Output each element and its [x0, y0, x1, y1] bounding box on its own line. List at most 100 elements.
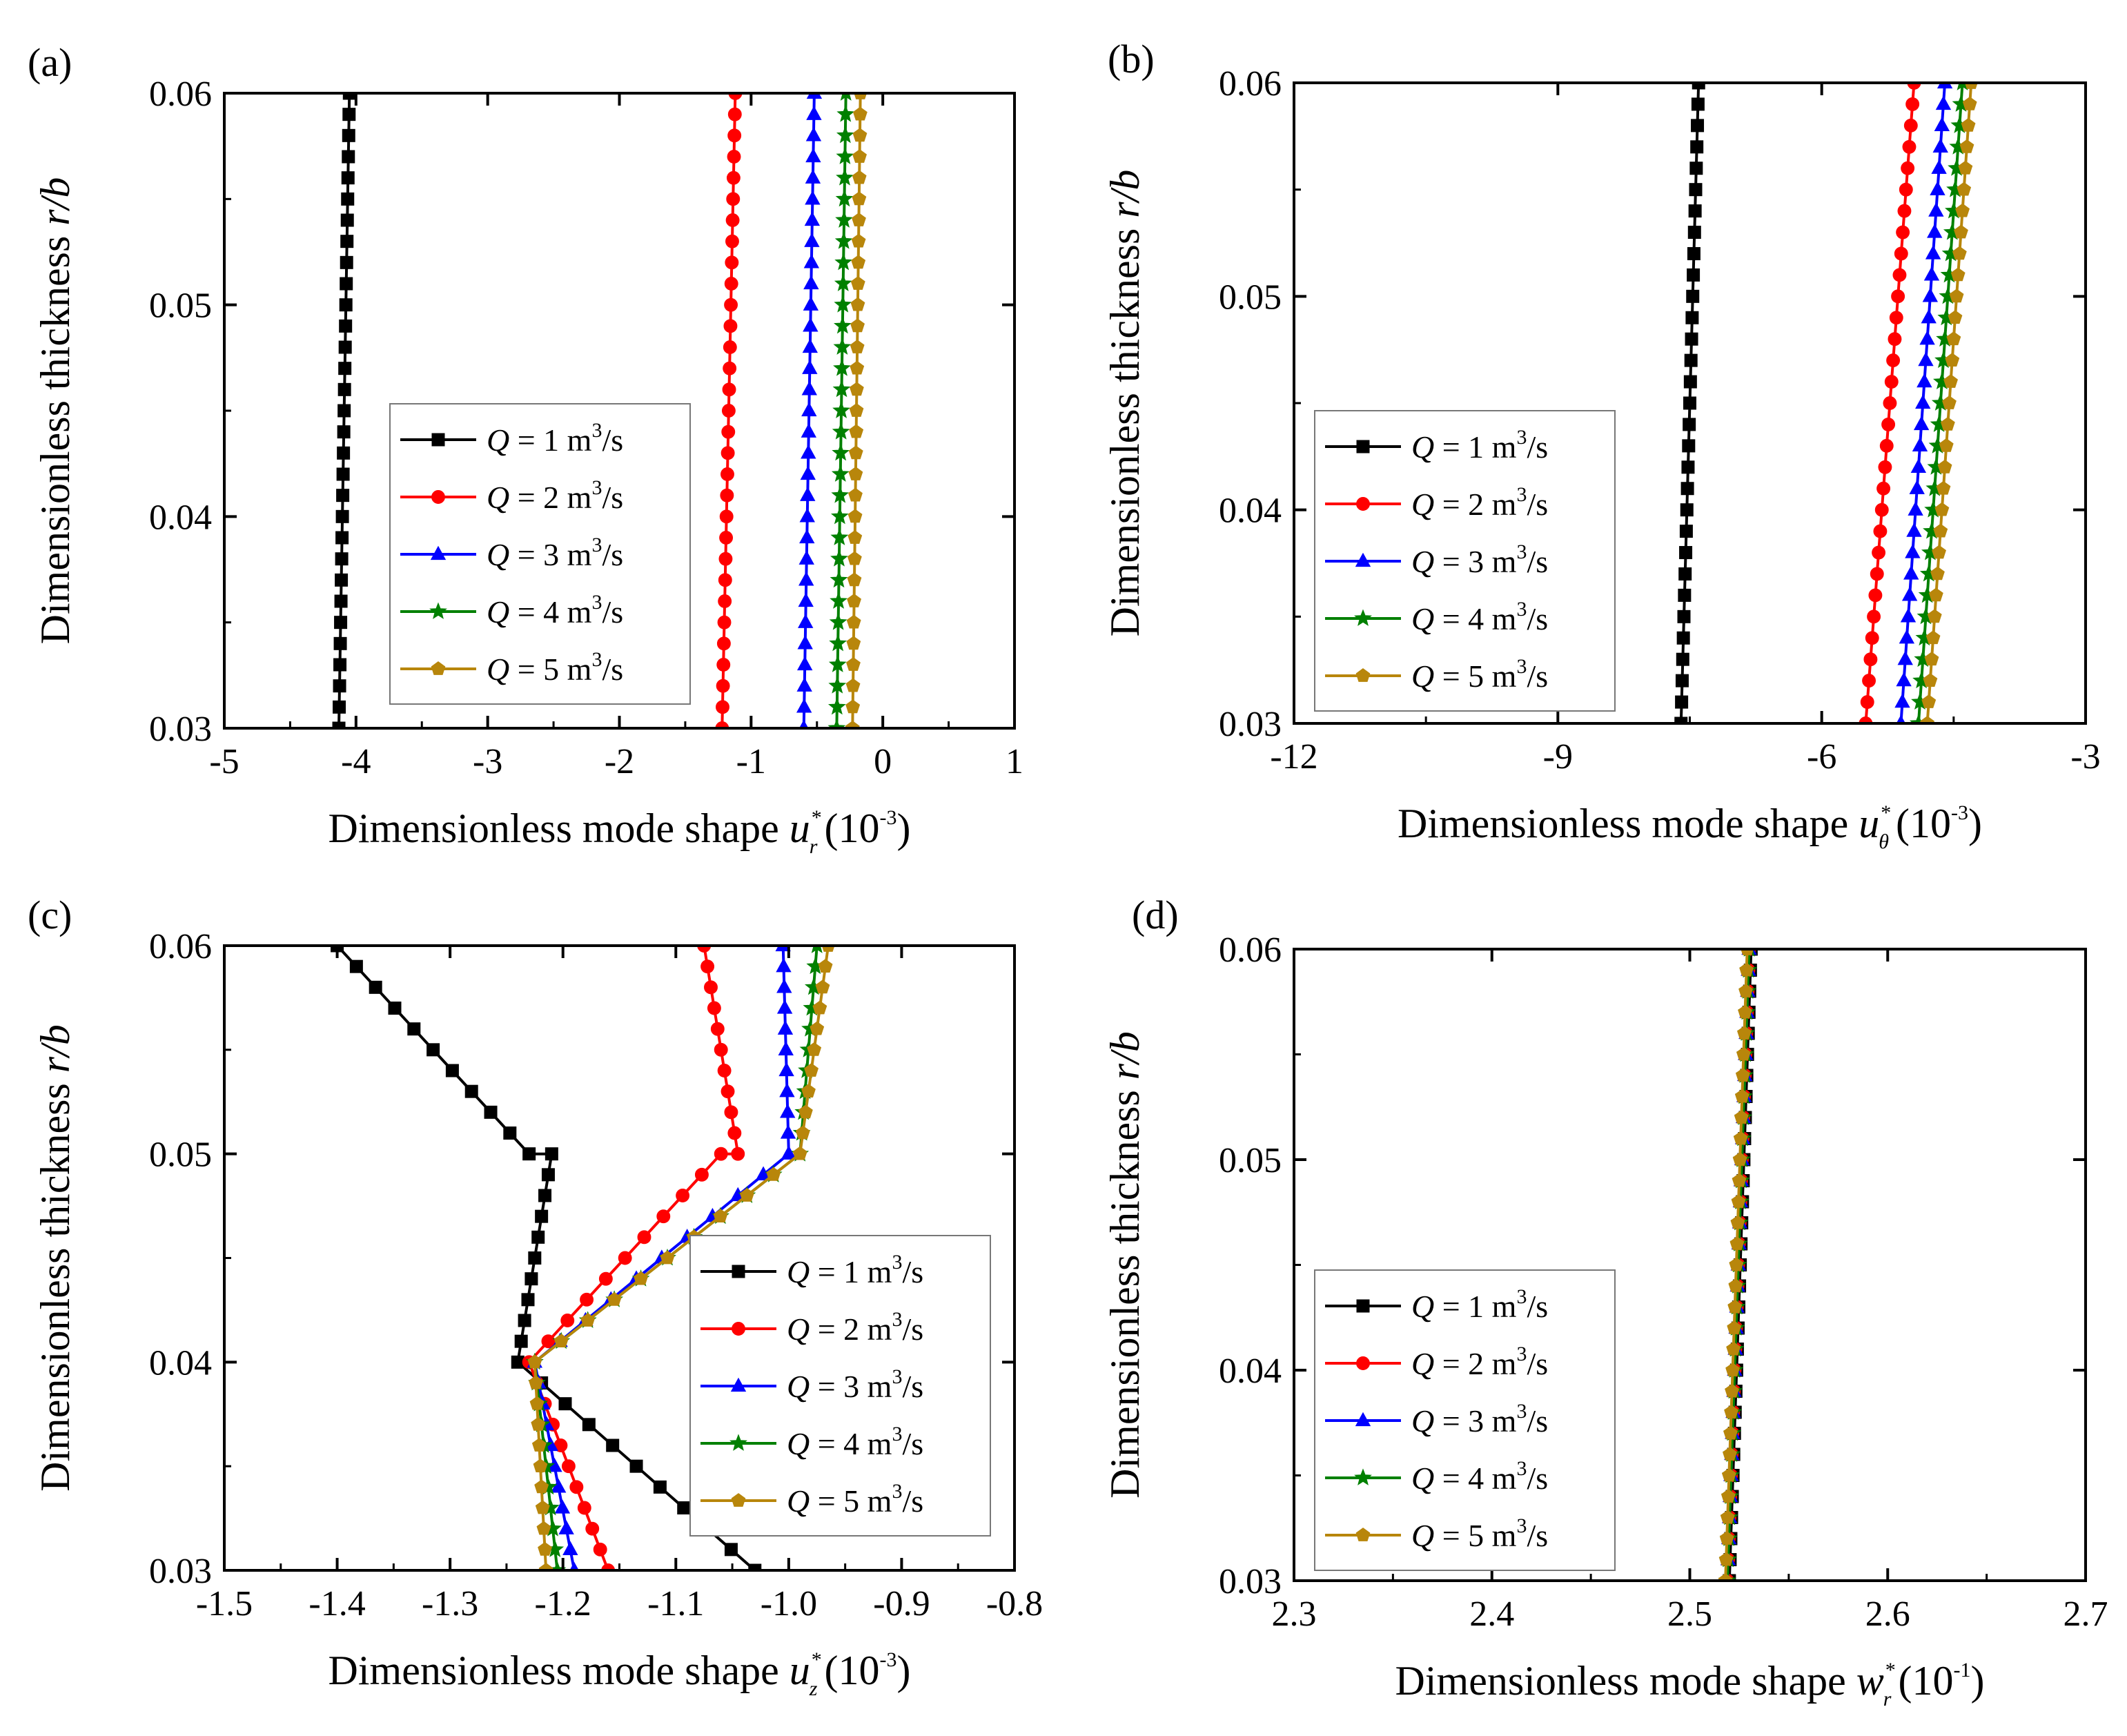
legend-marker	[732, 1322, 745, 1336]
marker-q5	[1932, 545, 1946, 559]
marker-q2	[637, 1230, 651, 1245]
x-axis-label-superscript: *	[812, 806, 822, 829]
marker-q1	[1687, 268, 1700, 282]
marker-q2	[1865, 631, 1879, 645]
marker-q1	[1689, 162, 1703, 175]
marker-q4	[835, 211, 853, 228]
marker-q1	[407, 1022, 421, 1036]
marker-q1	[342, 108, 356, 121]
x-axis-label-unit-close: )	[896, 806, 910, 851]
y-axis-label-variable: r/b	[1102, 1031, 1148, 1080]
marker-q1	[340, 213, 354, 227]
legend-eq-text: = 1 m	[1434, 1289, 1516, 1324]
marker-q2	[727, 128, 742, 143]
marker-q1	[341, 192, 355, 206]
marker-q3	[781, 1145, 797, 1160]
marker-q5	[1725, 1383, 1739, 1398]
marker-q1	[653, 1480, 667, 1494]
marker-q5	[847, 593, 861, 607]
marker-q3	[800, 465, 816, 480]
legend-entry-q2: Q = 2 m3/s	[1411, 1343, 1548, 1381]
x-axis-label-unit-close: )	[896, 1648, 910, 1693]
marker-q1	[545, 1147, 558, 1161]
marker-q1	[606, 1438, 620, 1452]
marker-q3	[796, 677, 812, 692]
x-tick-label: -3	[2070, 737, 2100, 777]
legend-marker	[731, 1493, 746, 1507]
marker-q3	[776, 999, 793, 1014]
legend-unit: /s	[1527, 1289, 1548, 1324]
x-tick-label: -6	[1807, 737, 1836, 777]
x-axis-label: Dimensionless mode shape u* r (10-3)	[329, 806, 911, 858]
marker-q2	[676, 1189, 690, 1202]
marker-q1	[1681, 460, 1695, 474]
marker-q5	[847, 572, 862, 587]
legend-superscript: 3	[892, 1423, 902, 1445]
marker-q5	[1721, 1467, 1736, 1482]
marker-q1	[1685, 311, 1699, 324]
marker-q2	[580, 1292, 594, 1307]
marker-q5	[810, 1021, 825, 1035]
marker-q5	[1923, 673, 1938, 687]
marker-q5	[845, 721, 860, 728]
x-axis-label-unit: (10	[1896, 801, 1951, 846]
marker-q1	[349, 959, 363, 973]
marker-q5	[1727, 1299, 1743, 1314]
marker-q5	[1957, 182, 1972, 196]
marker-q5	[1718, 1573, 1733, 1581]
marker-q5	[1735, 1068, 1750, 1082]
legend-q-symbol: Q	[1411, 601, 1434, 636]
marker-q1	[337, 404, 351, 418]
marker-q2	[1891, 289, 1905, 304]
marker-q5	[1954, 224, 1968, 239]
legend: Q = 1 m3/sQ = 2 m3/sQ = 3 m3/sQ = 4 m3/s…	[1314, 410, 1616, 712]
marker-q2	[724, 277, 738, 291]
marker-q3	[797, 635, 813, 650]
marker-q2	[726, 192, 741, 206]
marker-q3	[1912, 437, 1928, 452]
marker-q3	[801, 445, 816, 459]
marker-q1	[503, 1127, 517, 1140]
marker-q5	[535, 1500, 550, 1514]
marker-q1	[335, 509, 349, 523]
x-tick-label: -5	[209, 742, 239, 781]
legend-unit: /s	[602, 480, 623, 515]
marker-q1	[342, 128, 355, 142]
marker-q1	[334, 594, 348, 608]
y-axis-label-text: Dimensionless thickness	[32, 226, 78, 645]
marker-q5	[766, 1167, 781, 1181]
y-tick-label: 0.06	[1219, 930, 1282, 970]
y-axis-label: Dimensionless thickness r/b	[32, 177, 78, 645]
marker-q1	[1691, 97, 1705, 111]
marker-q2	[1894, 246, 1908, 261]
marker-q2	[724, 1105, 738, 1120]
marker-q5	[792, 1146, 807, 1160]
marker-q5	[1921, 694, 1937, 708]
x-axis-label-subscript: r	[1883, 1688, 1892, 1710]
marker-q5	[852, 149, 867, 163]
marker-q2	[718, 594, 732, 608]
marker-q2	[1873, 524, 1888, 538]
panel-label: (a)	[28, 40, 72, 85]
marker-q2	[1874, 503, 1889, 517]
legend-unit: /s	[1527, 1346, 1548, 1381]
legend-entry-q2: Q = 2 m3/s	[1411, 483, 1548, 522]
legend-unit: /s	[602, 594, 623, 630]
marker-q1	[427, 1043, 440, 1057]
y-tick-label: 0.04	[149, 498, 212, 537]
marker-q2	[1876, 481, 1891, 496]
legend-eq-text: = 3 m	[1434, 544, 1516, 579]
marker-q3	[803, 254, 820, 269]
marker-q5	[1955, 203, 1970, 217]
marker-q1	[334, 616, 348, 630]
marker-q3	[802, 360, 818, 374]
y-axis-label: Dimensionless thickness r/b	[32, 1024, 78, 1492]
marker-q2	[1886, 353, 1901, 368]
marker-q4	[834, 274, 852, 291]
marker-q2	[541, 1334, 556, 1349]
marker-q4	[836, 105, 855, 122]
x-tick-label: 2.3	[1272, 1594, 1317, 1634]
x-tick-label: -0.8	[986, 1584, 1043, 1623]
x-axis-label-variable: u	[790, 806, 810, 851]
marker-q5	[850, 275, 865, 290]
